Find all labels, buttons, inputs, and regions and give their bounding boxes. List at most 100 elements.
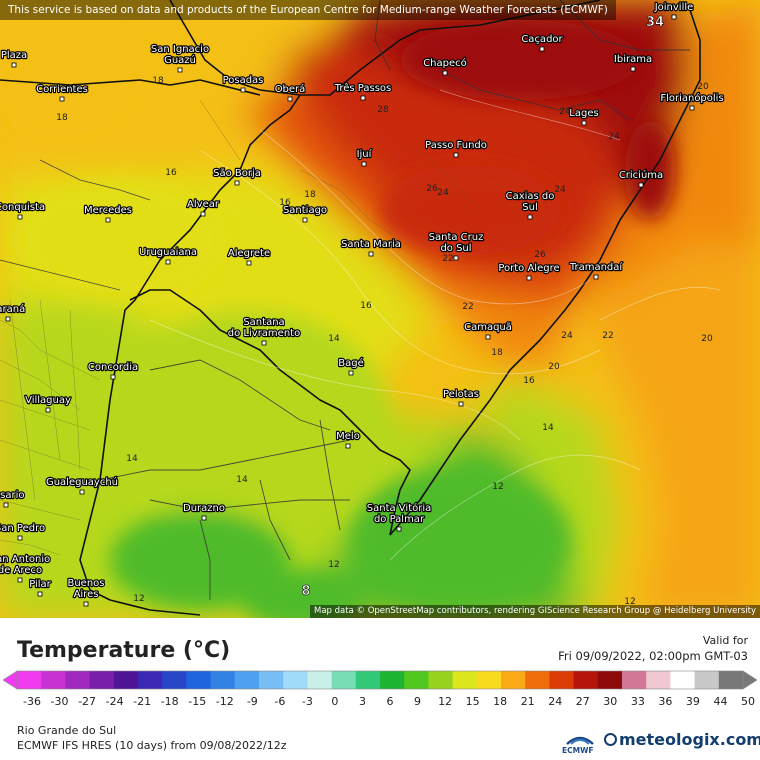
map-attribution[interactable]: Map data © OpenStreetMap contributors, r… (310, 605, 760, 618)
contour-label: 18 (491, 348, 503, 358)
svg-text:Conquista: Conquista (0, 202, 45, 213)
scale-swatch (404, 671, 429, 689)
scale-tick-label: 15 (465, 695, 480, 708)
svg-text:do Sul: do Sul (440, 243, 471, 254)
svg-text:Mercedes: Mercedes (84, 205, 132, 216)
scale-tick-label: 21 (520, 695, 535, 708)
scale-swatch (17, 671, 42, 689)
scale-swatch (162, 671, 187, 689)
scale-swatch (452, 671, 478, 689)
contour-label: 16 (523, 376, 535, 386)
scale-swatch (41, 671, 66, 689)
contour-label: 24 (559, 107, 571, 117)
svg-text:Porto Alegre: Porto Alegre (498, 263, 559, 274)
contour-label: 24 (554, 185, 566, 195)
svg-text:San Antonio: San Antonio (0, 554, 50, 565)
scale-swatch (113, 671, 139, 689)
temperature-field-detail (0, 0, 675, 618)
svg-text:Santa Cruz: Santa Cruz (429, 232, 484, 243)
contour-label: 12 (133, 594, 144, 604)
scale-tick-label: 6 (386, 695, 394, 708)
svg-text:Sul: Sul (522, 202, 537, 213)
svg-text:Rosario: Rosario (0, 490, 24, 501)
contour-label: 12 (328, 560, 339, 570)
contour-label: 18 (152, 76, 164, 86)
svg-text:Caxias do: Caxias do (506, 191, 555, 202)
svg-text:São Borja: São Borja (213, 168, 261, 179)
scale-tick-label: -21 (133, 695, 152, 708)
svg-text:San Pedro: San Pedro (0, 523, 45, 534)
meteologix-brand[interactable]: meteologix.com (604, 730, 760, 749)
svg-text:Uruguaiana: Uruguaiana (139, 247, 197, 258)
svg-text:Passo Fundo: Passo Fundo (425, 140, 487, 151)
svg-text:de Areco: de Areco (0, 565, 42, 576)
svg-text:Santa Vitória: Santa Vitória (367, 502, 432, 514)
svg-text:Criciúma: Criciúma (619, 169, 663, 181)
svg-text:Alegrete: Alegrete (228, 248, 270, 259)
scale-tick-label: -9 (246, 695, 258, 708)
scale-tick-label: 33 (630, 695, 645, 708)
svg-text:Chapecó: Chapecó (423, 57, 467, 69)
svg-text:do Livramento: do Livramento (228, 328, 300, 339)
scale-tick-label: 44 (713, 695, 728, 708)
color-scale-bar (2, 670, 758, 690)
scale-tick-label: 39 (685, 695, 700, 708)
scale-tick-label: -24 (105, 695, 124, 708)
svg-text:Villaguay: Villaguay (25, 395, 71, 406)
scale-swatch (331, 671, 357, 689)
svg-text:Buenos: Buenos (67, 578, 104, 589)
scale-swatch (476, 671, 502, 689)
svg-text:Villaguay: Villaguay (25, 395, 71, 406)
svg-text:Paraná: Paraná (0, 303, 25, 315)
scale-tick-label: -6 (274, 695, 286, 708)
ecmwf-disclaimer: This service is based on data and produc… (0, 0, 616, 20)
svg-text:Bagé: Bagé (338, 357, 364, 369)
svg-text:Pilar: Pilar (29, 579, 51, 590)
forecast-map[interactable]: San Ignacio San Ignacio Guazú Guazú Posadas P… (0, 0, 760, 618)
svg-text:Aires: Aires (74, 589, 99, 600)
svg-text:Joinville: Joinville (654, 2, 694, 13)
svg-text:Santa Maria: Santa Maria (341, 239, 401, 250)
svg-text:Santa Vitória: Santa Vitória (367, 502, 432, 514)
brand-name: meteologix.com (619, 730, 760, 749)
svg-text:Posadas: Posadas (223, 75, 264, 86)
svg-text:San Pedro: San Pedro (0, 523, 45, 534)
city-paran: ParanáParaná (0, 302, 26, 322)
svg-text:Florianópolis: Florianópolis (660, 92, 723, 104)
scale-tick-label: 12 (438, 695, 453, 708)
svg-text:Guazú: Guazú (164, 54, 196, 66)
svg-text:do Livramento: do Livramento (228, 328, 300, 339)
admin-borders (0, 0, 690, 600)
scale-tick-label: -18 (160, 695, 179, 708)
scale-swatch (355, 671, 381, 689)
scale-tick-label: 30 (603, 695, 618, 708)
svg-text:Alvear: Alvear (187, 199, 220, 210)
color-scale-ticks: -36 -30 -27 -24 -21 -18 -15 -12 -9 -6 -3 0 3 6 9 12 15 18… (0, 695, 760, 711)
contour-label: 14 (126, 454, 138, 464)
svg-text:Caxias do: Caxias do (506, 191, 555, 202)
svg-text:Aires: Aires (74, 589, 99, 600)
svg-text:Santana: Santana (243, 317, 284, 328)
contour-label: 24 (608, 132, 620, 142)
isotherms (149, 89, 721, 561)
scale-swatch (234, 671, 260, 689)
svg-text:de Areco: de Areco (0, 565, 42, 576)
svg-text:Melo: Melo (336, 431, 360, 442)
scale-swatch (501, 671, 526, 689)
svg-text:Pelotas: Pelotas (443, 389, 479, 400)
